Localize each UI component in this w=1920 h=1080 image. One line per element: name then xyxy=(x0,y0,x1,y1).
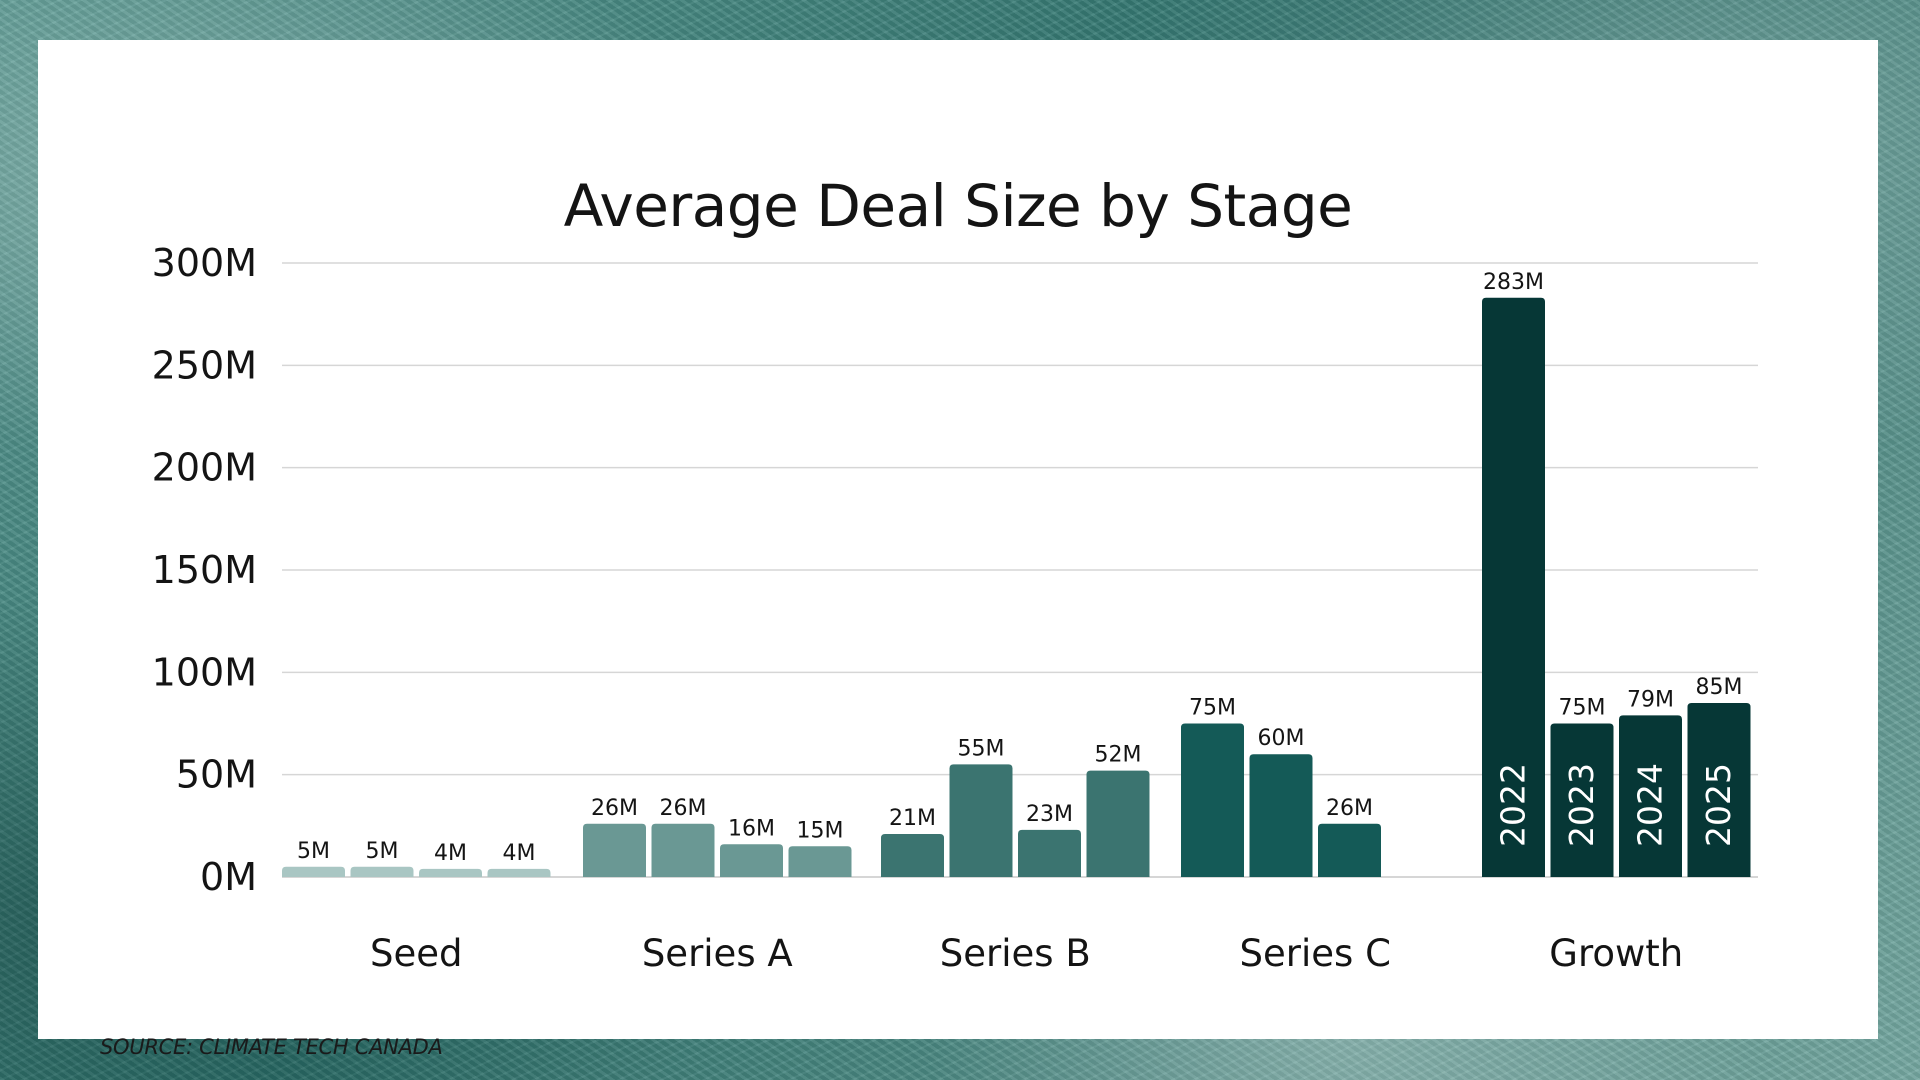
bar xyxy=(1318,823,1381,877)
data-label: 75M xyxy=(1189,696,1236,721)
y-tick-label: 200M xyxy=(152,446,257,490)
bar xyxy=(282,866,345,877)
y-tick-label: 150M xyxy=(152,548,257,592)
data-label: 5M xyxy=(297,839,330,864)
category-label: Seed xyxy=(370,932,463,975)
bar xyxy=(881,834,944,877)
bar xyxy=(419,868,482,877)
category-label: Series B xyxy=(940,932,1091,975)
y-tick-label: 300M xyxy=(152,241,257,285)
bar xyxy=(651,823,715,877)
source-note: SOURCE: CLIMATE TECH CANADA xyxy=(100,1035,443,1059)
data-label: 23M xyxy=(1026,802,1073,827)
data-label: 85M xyxy=(1696,675,1743,700)
y-tick-label: 250M xyxy=(152,343,257,387)
data-label: 4M xyxy=(503,841,536,866)
category-label: Growth xyxy=(1549,932,1683,975)
bar xyxy=(1086,770,1150,877)
category-label: Series A xyxy=(642,932,793,975)
chart-card: Average Deal Size by Stage 0M 50M 100M 150M… xyxy=(38,40,1878,1059)
category-label: Series C xyxy=(1240,932,1391,975)
year-label: 2023 xyxy=(1562,763,1601,847)
bar xyxy=(1687,703,1751,877)
bar xyxy=(487,868,551,877)
bar xyxy=(583,823,646,877)
data-label: 15M xyxy=(797,818,844,843)
data-label: 79M xyxy=(1627,687,1674,712)
data-label: 75M xyxy=(1559,696,1606,721)
bar xyxy=(1619,715,1682,877)
data-label: 26M xyxy=(660,796,707,821)
bar xyxy=(788,846,852,877)
bar xyxy=(1550,723,1614,877)
y-tick-label: 50M xyxy=(176,753,257,797)
bar-chart: 0M 50M 100M 150M 200M 250M 300M 5M 5M 4M 4M Seed 26M… xyxy=(152,241,1758,975)
data-label: 26M xyxy=(1326,796,1373,821)
bar xyxy=(350,866,414,877)
bar xyxy=(720,844,783,877)
bar xyxy=(949,764,1013,877)
bar xyxy=(1249,754,1313,877)
data-label: 52M xyxy=(1095,743,1142,768)
y-tick-label: 0M xyxy=(200,855,257,899)
bar xyxy=(1018,829,1081,877)
data-label: 283M xyxy=(1483,270,1544,295)
y-tick-label: 100M xyxy=(152,650,257,694)
year-label: 2022 xyxy=(1494,763,1533,847)
data-label: 4M xyxy=(434,841,467,866)
data-label: 5M xyxy=(366,839,399,864)
data-label: 26M xyxy=(591,796,638,821)
data-label: 60M xyxy=(1258,726,1305,751)
data-label: 16M xyxy=(728,816,775,841)
data-label: 21M xyxy=(889,806,936,831)
bar xyxy=(1181,723,1244,877)
year-label: 2024 xyxy=(1631,763,1670,847)
data-label: 55M xyxy=(958,736,1005,761)
bar xyxy=(1482,297,1545,877)
year-label: 2025 xyxy=(1699,763,1738,847)
chart-title: Average Deal Size by Stage xyxy=(563,172,1353,240)
